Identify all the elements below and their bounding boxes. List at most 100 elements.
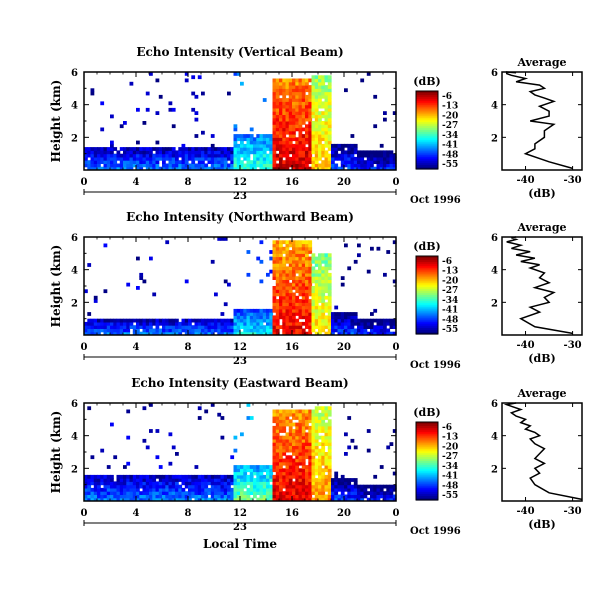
echo-cell — [100, 127, 105, 132]
echo-cell — [220, 331, 225, 336]
echo-cell — [162, 331, 166, 336]
echo-cell — [285, 166, 290, 171]
echo-cell — [308, 409, 313, 414]
colorbar-swatch — [416, 291, 438, 294]
echo-cell — [272, 88, 277, 93]
echo-cell — [327, 438, 332, 443]
echo-cell — [113, 325, 118, 329]
echo-cell — [139, 318, 144, 323]
echo-cell — [194, 150, 199, 155]
echo-cell — [223, 279, 228, 284]
echo-cell — [256, 468, 261, 473]
echo-cell — [240, 484, 244, 489]
echo-cell — [129, 166, 134, 171]
echo-cell — [139, 160, 144, 164]
echo-cell — [168, 163, 173, 168]
echo-cell — [327, 442, 332, 446]
echo-cell — [184, 150, 189, 155]
echo-cell — [171, 484, 176, 489]
echo-cell — [288, 494, 293, 499]
echo-cell — [116, 484, 121, 489]
echo-cell — [350, 150, 355, 155]
echo-cell — [282, 312, 287, 316]
echo-cell — [314, 299, 319, 303]
echo-cell — [357, 166, 361, 171]
echo-cell — [233, 481, 238, 486]
x-tick-label: -30 — [564, 340, 582, 351]
echo-cell — [191, 331, 196, 336]
echo-cell — [318, 150, 322, 155]
echo-cell — [275, 156, 280, 161]
echo-cell — [292, 243, 296, 248]
echo-cell — [282, 98, 287, 102]
echo-cell — [392, 429, 397, 433]
echo-cell — [129, 318, 134, 323]
echo-cell — [129, 163, 134, 168]
echo-cell — [318, 81, 322, 86]
echo-cell — [318, 163, 322, 168]
echo-cell — [171, 328, 176, 333]
echo-cell — [318, 321, 322, 326]
echo-cell — [113, 153, 118, 158]
echo-cell — [201, 491, 205, 495]
echo-cell — [240, 487, 244, 492]
echo-cell — [123, 156, 127, 161]
echo-cell — [305, 104, 309, 109]
echo-cell — [275, 111, 280, 115]
echo-cell — [298, 98, 303, 102]
echo-cell — [214, 321, 218, 326]
echo-cell — [217, 325, 222, 329]
echo-cell — [110, 474, 114, 479]
echo-cell — [392, 484, 397, 489]
colorbar-swatch — [416, 328, 438, 331]
echo-cell — [282, 318, 287, 323]
echo-cell — [149, 325, 153, 329]
echo-cell — [308, 240, 313, 245]
echo-cell — [275, 409, 280, 414]
echo-cell — [165, 484, 170, 489]
echo-cell — [295, 253, 300, 258]
echo-cell — [301, 315, 306, 320]
echo-cell — [253, 318, 257, 323]
echo-cell — [350, 134, 355, 138]
echo-cell — [246, 315, 251, 320]
echo-cell — [233, 308, 238, 313]
echo-cell — [298, 121, 303, 125]
echo-cell — [275, 491, 280, 495]
echo-cell — [279, 85, 283, 89]
echo-cell — [259, 321, 264, 326]
colorbar-tick-label: -34 — [442, 462, 458, 472]
echo-cell — [191, 107, 196, 112]
echo-cell — [327, 160, 332, 164]
echo-cell — [295, 409, 300, 414]
echo-cell — [236, 328, 241, 333]
echo-cell — [292, 318, 296, 323]
echo-cell — [197, 321, 202, 326]
echo-cell — [301, 484, 306, 489]
echo-cell — [298, 269, 303, 274]
echo-cell — [253, 163, 257, 168]
echo-cell — [269, 484, 274, 489]
echo-cell — [272, 452, 277, 456]
echo-cell — [292, 101, 296, 106]
echo-cell — [311, 156, 316, 161]
echo-cell — [327, 85, 332, 89]
echo-cell — [295, 240, 300, 245]
echo-cell — [116, 491, 121, 495]
echo-cell — [106, 487, 111, 492]
colorbar-swatch — [416, 139, 438, 143]
echo-cell — [282, 425, 287, 430]
echo-cell — [90, 153, 95, 158]
echo-cell — [165, 478, 170, 482]
echo-cell — [301, 104, 306, 109]
echo-cell — [275, 143, 280, 148]
echo-cell — [279, 253, 283, 258]
echo-cell — [308, 471, 313, 476]
echo-cell — [347, 153, 352, 158]
echo-cell — [301, 481, 306, 486]
echo-cell — [272, 150, 277, 155]
echo-cell — [279, 250, 283, 254]
echo-cell — [269, 465, 274, 469]
echo-cell — [301, 292, 306, 297]
